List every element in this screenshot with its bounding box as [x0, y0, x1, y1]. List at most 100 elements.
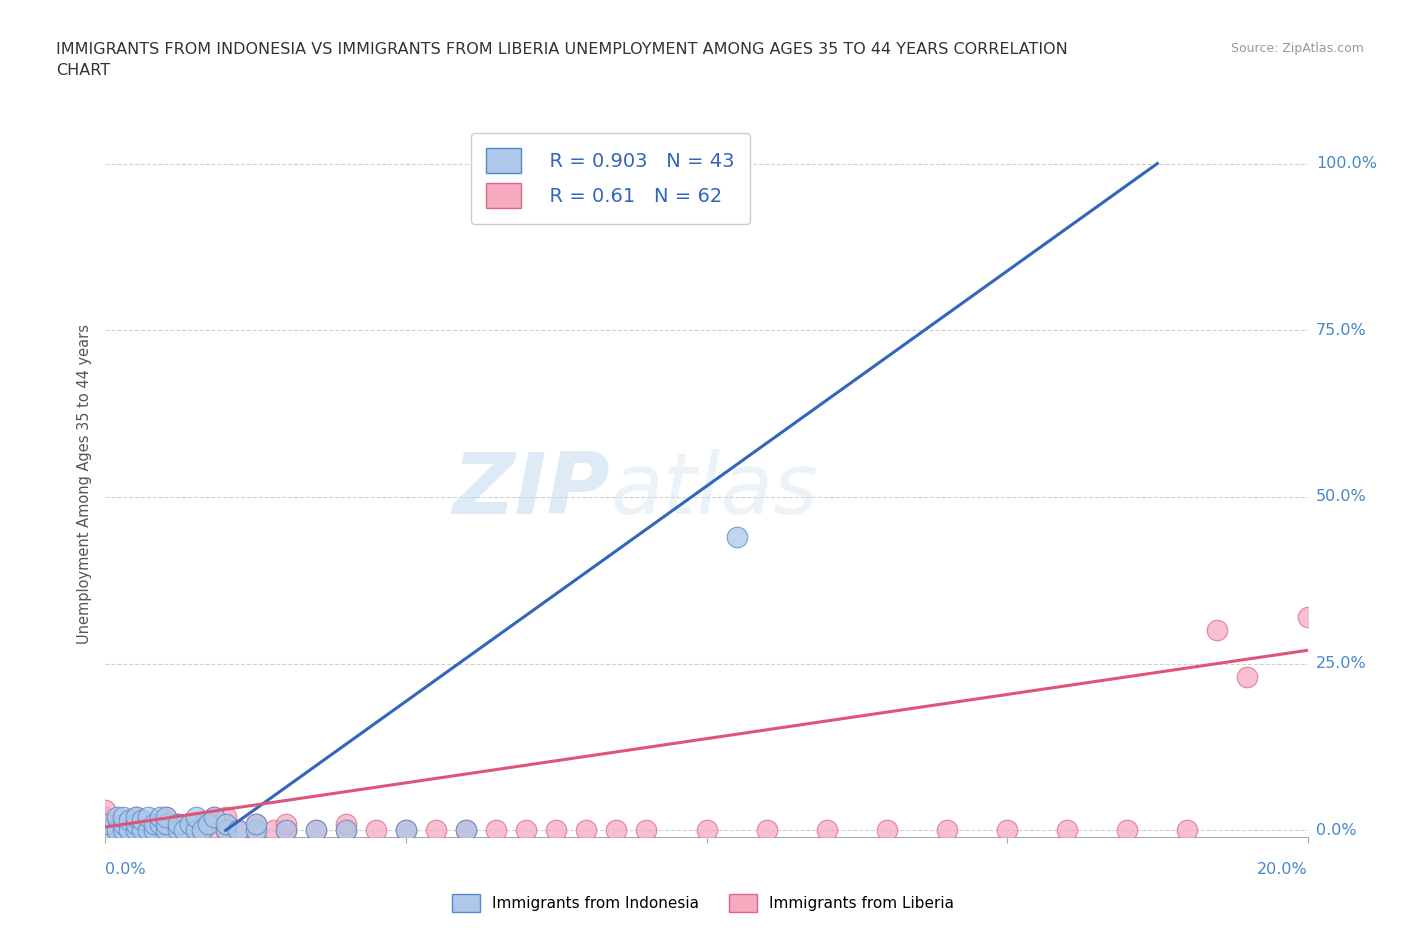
Point	[755, 823, 778, 838]
Point	[245, 823, 267, 838]
Point	[124, 817, 146, 831]
Point	[94, 817, 117, 831]
Point	[136, 809, 159, 824]
Point	[515, 823, 537, 838]
Point	[364, 823, 387, 838]
Point	[118, 823, 141, 838]
Point	[214, 809, 236, 824]
Legend:   R = 0.903   N = 43,   R = 0.61   N = 62: R = 0.903 N = 43, R = 0.61 N = 62	[471, 133, 749, 223]
Point	[184, 809, 207, 824]
Point	[274, 823, 297, 838]
Point	[274, 823, 297, 838]
Point	[142, 817, 165, 831]
Point	[107, 809, 129, 824]
Point	[179, 817, 201, 831]
Text: Source: ZipAtlas.com: Source: ZipAtlas.com	[1230, 42, 1364, 55]
Point	[136, 823, 159, 838]
Point	[226, 823, 249, 838]
Text: 25.0%: 25.0%	[1316, 657, 1367, 671]
Point	[425, 823, 447, 838]
Point	[454, 823, 477, 838]
Point	[112, 817, 135, 831]
Point	[305, 823, 328, 838]
Point	[112, 817, 135, 831]
Point	[395, 823, 418, 838]
Point	[166, 817, 188, 831]
Point	[1116, 823, 1139, 838]
Point	[1236, 670, 1258, 684]
Point	[94, 823, 117, 838]
Point	[118, 823, 141, 838]
Y-axis label: Unemployment Among Ages 35 to 44 years: Unemployment Among Ages 35 to 44 years	[77, 324, 93, 644]
Point	[245, 817, 267, 831]
Point	[876, 823, 898, 838]
Point	[142, 817, 165, 831]
Point	[197, 817, 219, 831]
Point	[184, 823, 207, 838]
Text: IMMIGRANTS FROM INDONESIA VS IMMIGRANTS FROM LIBERIA UNEMPLOYMENT AMONG AGES 35 : IMMIGRANTS FROM INDONESIA VS IMMIGRANTS …	[56, 42, 1069, 57]
Point	[305, 823, 328, 838]
Point	[274, 817, 297, 831]
Point	[118, 813, 141, 828]
Point	[148, 809, 170, 824]
Point	[112, 823, 135, 838]
Point	[245, 817, 267, 831]
Point	[112, 809, 135, 824]
Text: 0.0%: 0.0%	[1316, 823, 1357, 838]
Point	[124, 809, 146, 824]
Point	[214, 817, 236, 831]
Point	[148, 823, 170, 838]
Point	[995, 823, 1018, 838]
Text: 20.0%: 20.0%	[1257, 862, 1308, 877]
Legend: Immigrants from Indonesia, Immigrants from Liberia: Immigrants from Indonesia, Immigrants fr…	[446, 888, 960, 918]
Point	[155, 809, 177, 824]
Point	[546, 823, 568, 838]
Point	[815, 823, 838, 838]
Point	[166, 823, 188, 838]
Point	[214, 823, 236, 838]
Point	[166, 823, 188, 838]
Point	[142, 823, 165, 838]
Point	[155, 817, 177, 831]
Point	[136, 817, 159, 831]
Point	[202, 809, 225, 824]
Point	[214, 823, 236, 838]
Point	[696, 823, 718, 838]
Point	[197, 817, 219, 831]
Point	[1175, 823, 1198, 838]
Point	[124, 809, 146, 824]
Point	[148, 817, 170, 831]
Point	[131, 823, 153, 838]
Point	[155, 823, 177, 838]
Point	[485, 823, 508, 838]
Text: 75.0%: 75.0%	[1316, 323, 1367, 338]
Point	[155, 817, 177, 831]
Point	[605, 823, 627, 838]
Point	[94, 823, 117, 838]
Point	[636, 823, 658, 838]
Point	[395, 823, 418, 838]
Text: CHART: CHART	[56, 63, 110, 78]
Point	[263, 823, 285, 838]
Point	[173, 823, 195, 838]
Point	[190, 823, 212, 838]
Point	[94, 817, 117, 831]
Point	[335, 823, 357, 838]
Point	[184, 817, 207, 831]
Point	[131, 813, 153, 828]
Point	[173, 823, 195, 838]
Point	[184, 823, 207, 838]
Point	[94, 803, 117, 817]
Text: 0.0%: 0.0%	[105, 862, 146, 877]
Point	[124, 823, 146, 838]
Point	[202, 823, 225, 838]
Point	[936, 823, 959, 838]
Text: atlas: atlas	[610, 449, 818, 532]
Point	[202, 809, 225, 824]
Text: 100.0%: 100.0%	[1316, 156, 1376, 171]
Point	[155, 823, 177, 838]
Point	[107, 823, 129, 838]
Point	[112, 823, 135, 838]
Point	[142, 823, 165, 838]
Text: 50.0%: 50.0%	[1316, 489, 1367, 504]
